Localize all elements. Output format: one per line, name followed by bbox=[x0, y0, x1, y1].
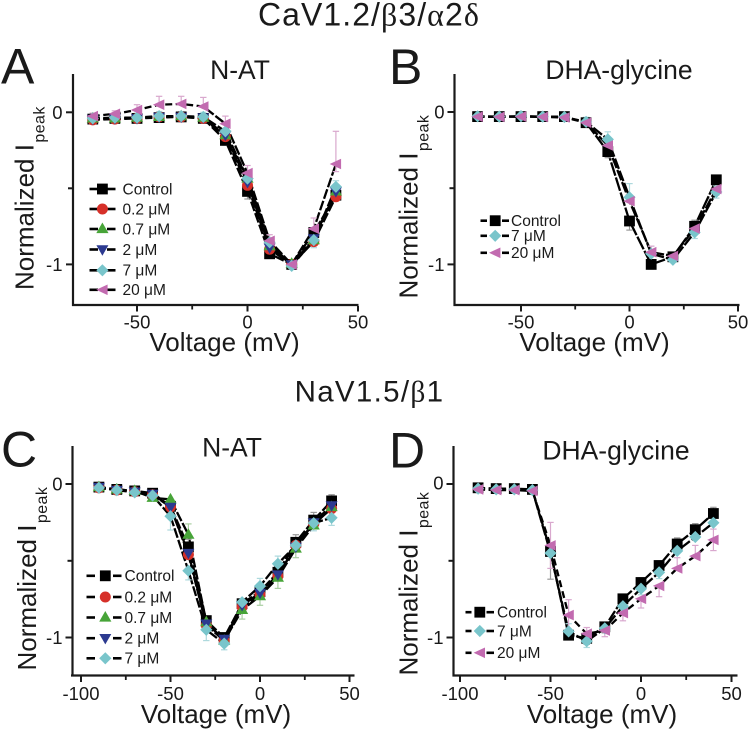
svg-text:0: 0 bbox=[624, 312, 634, 333]
svg-text:7 μM: 7 μM bbox=[125, 651, 160, 668]
svg-text:B: B bbox=[389, 39, 422, 95]
svg-text:7 μM: 7 μM bbox=[123, 263, 158, 280]
svg-text:-50: -50 bbox=[508, 312, 535, 333]
svg-text:Voltage (mV): Voltage (mV) bbox=[149, 327, 299, 357]
svg-text:0: 0 bbox=[52, 474, 62, 495]
svg-text:0.2 μM: 0.2 μM bbox=[125, 589, 173, 606]
svg-text:50: 50 bbox=[728, 312, 749, 333]
svg-text:DHA-glycine: DHA-glycine bbox=[542, 436, 689, 466]
svg-text:50: 50 bbox=[339, 683, 360, 704]
svg-text:0.7 μM: 0.7 μM bbox=[123, 221, 171, 238]
svg-text:Normalized Ipeak: Normalized Ipeak bbox=[394, 114, 433, 298]
svg-text:20 μM: 20 μM bbox=[511, 245, 554, 262]
svg-text:50: 50 bbox=[348, 312, 369, 333]
svg-text:Voltage (mV): Voltage (mV) bbox=[527, 699, 677, 729]
svg-text:DHA-glycine: DHA-glycine bbox=[545, 55, 692, 85]
svg-text:2 μM: 2 μM bbox=[125, 631, 160, 648]
svg-text:Control: Control bbox=[511, 213, 561, 230]
svg-text:N-AT: N-AT bbox=[202, 433, 262, 463]
svg-text:-50: -50 bbox=[537, 683, 564, 704]
svg-text:Voltage (mV): Voltage (mV) bbox=[519, 327, 669, 357]
svg-text:0: 0 bbox=[52, 102, 62, 123]
svg-text:7 μM: 7 μM bbox=[511, 228, 546, 245]
svg-text:-100: -100 bbox=[441, 683, 478, 704]
svg-text:50: 50 bbox=[721, 683, 742, 704]
svg-text:0.7 μM: 0.7 μM bbox=[125, 610, 173, 627]
svg-text:-1: -1 bbox=[428, 254, 444, 275]
svg-text:Control: Control bbox=[123, 181, 173, 198]
svg-text:-50: -50 bbox=[157, 683, 184, 704]
svg-text:0: 0 bbox=[433, 473, 443, 494]
svg-text:-100: -100 bbox=[62, 683, 99, 704]
svg-text:-1: -1 bbox=[46, 627, 62, 648]
svg-text:7 μM: 7 μM bbox=[497, 623, 532, 640]
svg-text:-1: -1 bbox=[46, 254, 62, 275]
svg-text:20 μM: 20 μM bbox=[497, 645, 540, 662]
svg-text:-1: -1 bbox=[427, 627, 443, 648]
svg-text:CaV1.2/β3/α2δ: CaV1.2/β3/α2δ bbox=[258, 0, 480, 33]
svg-text:0: 0 bbox=[255, 683, 265, 704]
svg-text:NaV1.5/β1: NaV1.5/β1 bbox=[295, 376, 445, 409]
svg-text:0: 0 bbox=[636, 683, 646, 704]
svg-text:-50: -50 bbox=[124, 312, 151, 333]
svg-text:0.2 μM: 0.2 μM bbox=[123, 201, 171, 218]
svg-text:C: C bbox=[1, 422, 37, 478]
svg-text:Voltage (mV): Voltage (mV) bbox=[141, 699, 291, 729]
svg-text:0: 0 bbox=[242, 312, 252, 333]
svg-text:20 μM: 20 μM bbox=[123, 282, 166, 299]
svg-text:A: A bbox=[1, 39, 35, 95]
svg-text:2 μM: 2 μM bbox=[123, 242, 158, 259]
svg-text:D: D bbox=[389, 423, 425, 479]
svg-text:0: 0 bbox=[434, 102, 444, 123]
svg-text:Control: Control bbox=[125, 568, 175, 585]
svg-text:Normalized Ipeak: Normalized Ipeak bbox=[10, 106, 49, 290]
svg-text:Control: Control bbox=[497, 605, 547, 622]
svg-text:N-AT: N-AT bbox=[210, 55, 270, 85]
